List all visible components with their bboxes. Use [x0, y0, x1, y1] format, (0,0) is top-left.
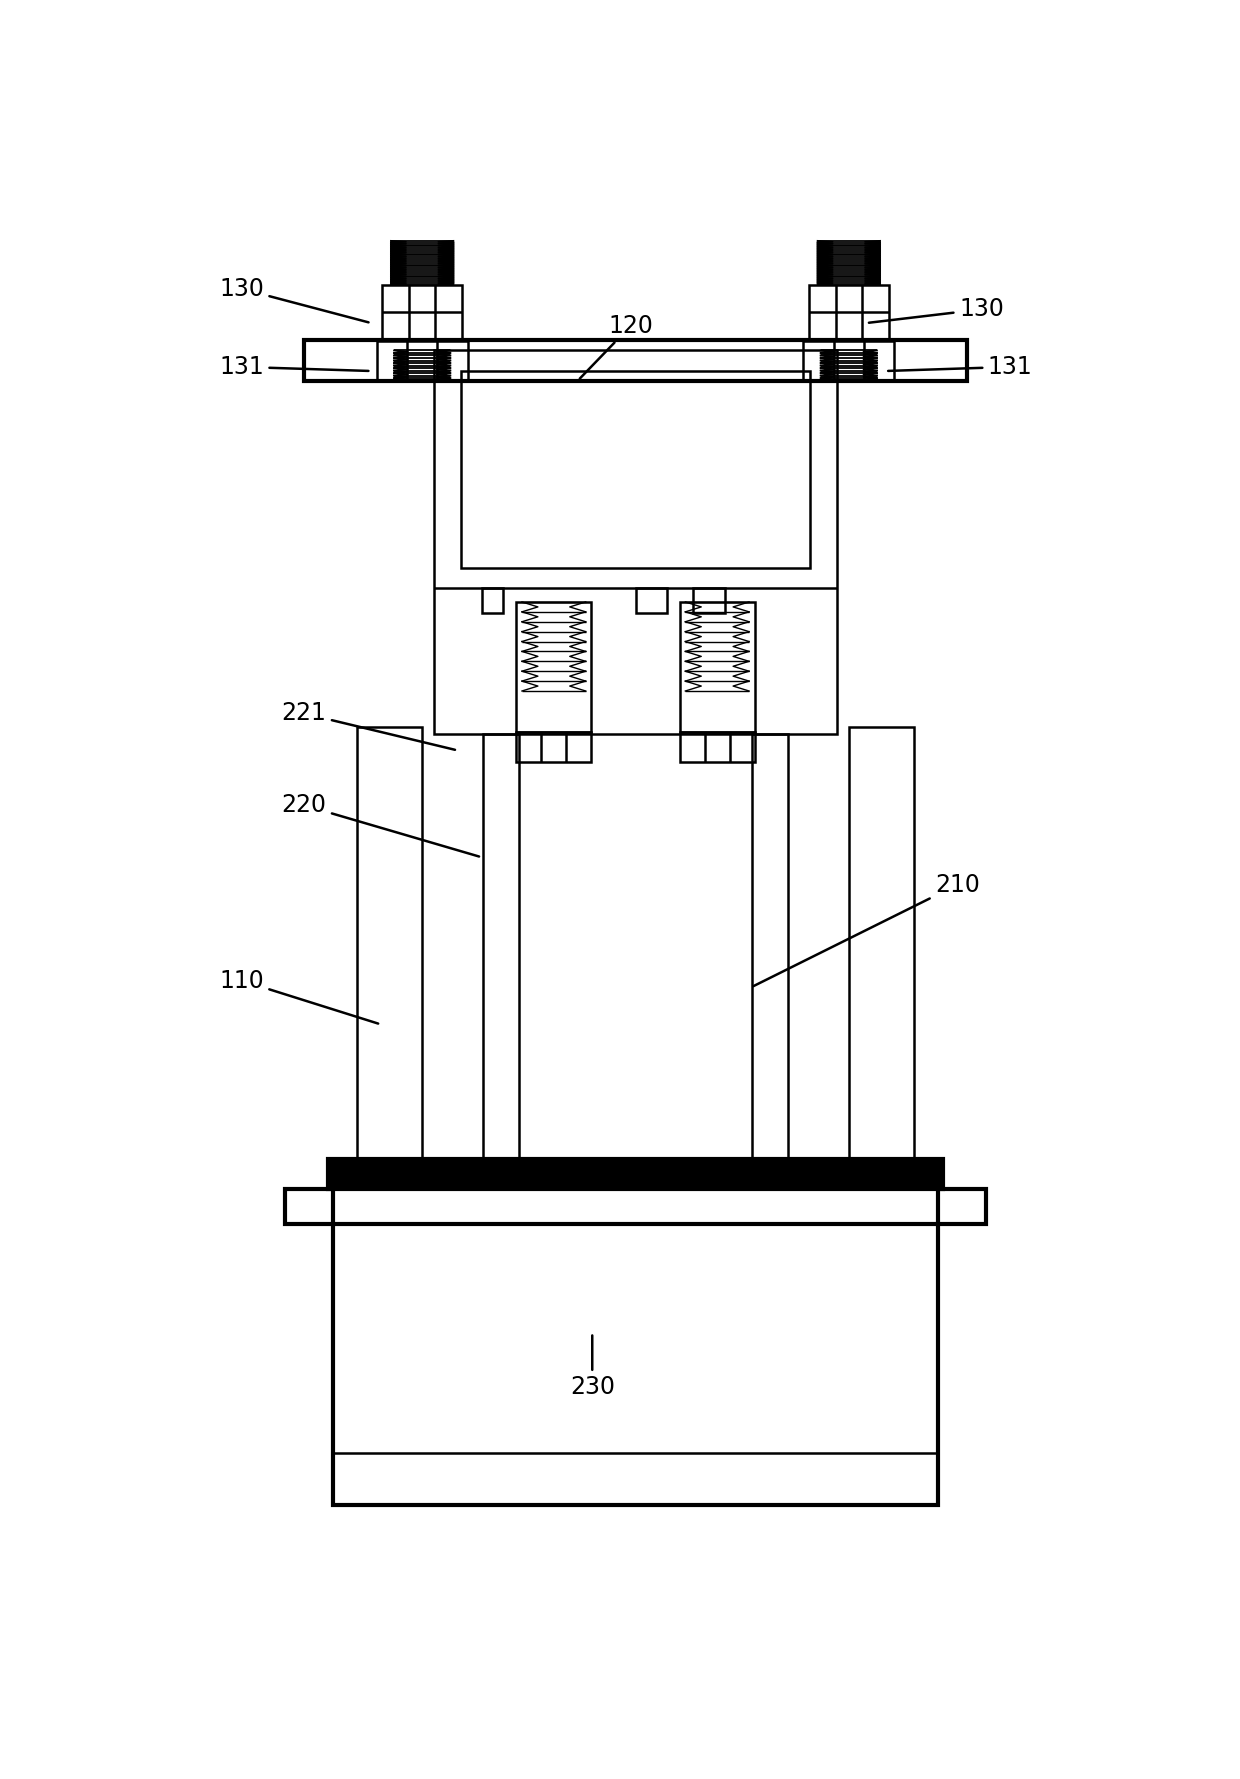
Text: 120: 120 [580, 313, 653, 379]
Text: 131: 131 [219, 354, 368, 379]
Bar [516, 601, 591, 733]
Bar [680, 601, 755, 733]
Bar [382, 285, 463, 340]
Bar [635, 589, 667, 614]
Bar [804, 342, 894, 381]
Text: 130: 130 [869, 297, 1004, 322]
Text: 110: 110 [219, 968, 378, 1023]
Bar [751, 735, 789, 1158]
Bar [332, 1224, 939, 1505]
Bar [434, 350, 837, 735]
Bar [304, 340, 967, 381]
Bar [808, 285, 889, 340]
Bar [849, 728, 914, 1158]
Bar [327, 1158, 944, 1188]
Bar [481, 589, 503, 614]
Text: 230: 230 [569, 1336, 615, 1400]
Bar [939, 1188, 986, 1224]
Bar [332, 1158, 939, 1188]
Text: 210: 210 [754, 873, 980, 986]
Bar [357, 728, 422, 1158]
Bar [516, 733, 591, 761]
Bar [460, 372, 811, 568]
Bar [693, 589, 725, 614]
Text: 131: 131 [888, 354, 1033, 379]
Bar [285, 1188, 332, 1224]
Bar [680, 733, 755, 761]
Text: 130: 130 [219, 278, 368, 322]
Bar [377, 342, 467, 381]
Text: 220: 220 [281, 793, 479, 856]
Bar [482, 735, 520, 1158]
Text: 221: 221 [281, 701, 455, 749]
